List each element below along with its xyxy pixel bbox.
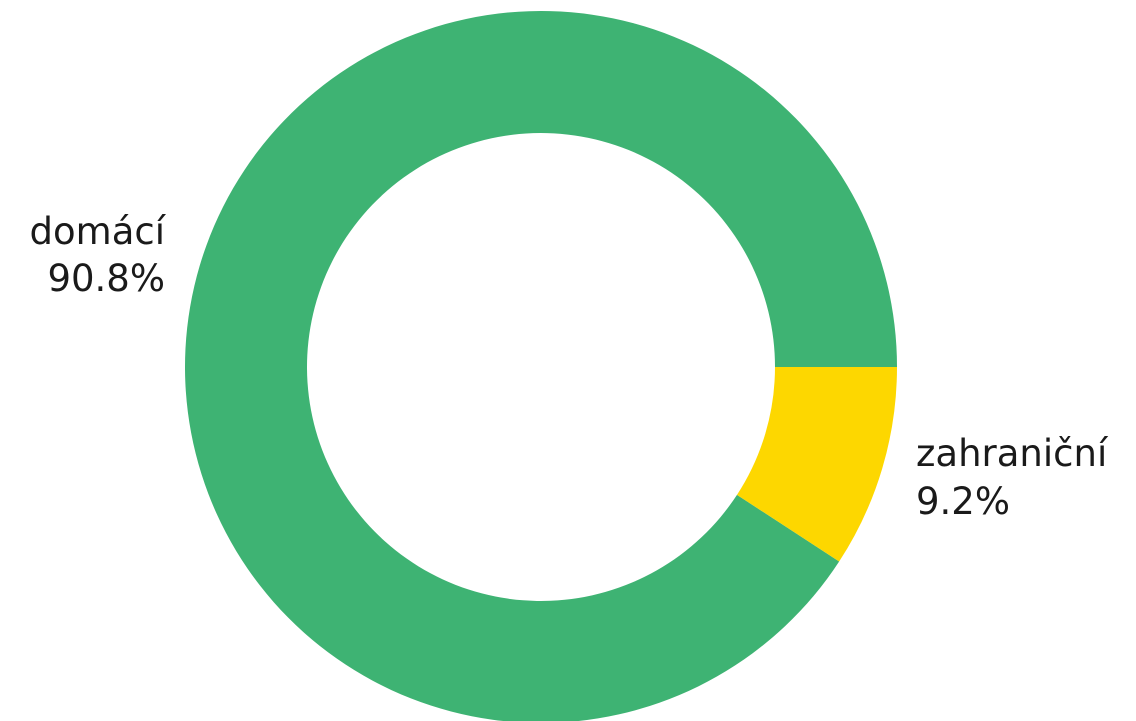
- slice-label-percent-zahranicni: 9.2%: [916, 480, 1010, 523]
- donut-slice-zahranicni: [736, 367, 897, 562]
- donut-slice-domaci: [185, 11, 897, 721]
- label-zahranicni: zahraniční 9.2%: [916, 432, 1109, 523]
- slice-label-percent-domaci: 90.8%: [47, 257, 165, 300]
- label-domaci: domácí 90.8%: [30, 210, 167, 300]
- slice-label-name-domaci: domácí: [30, 210, 167, 253]
- slice-label-name-zahranicni: zahraniční: [916, 432, 1109, 475]
- donut-slices: [185, 11, 897, 721]
